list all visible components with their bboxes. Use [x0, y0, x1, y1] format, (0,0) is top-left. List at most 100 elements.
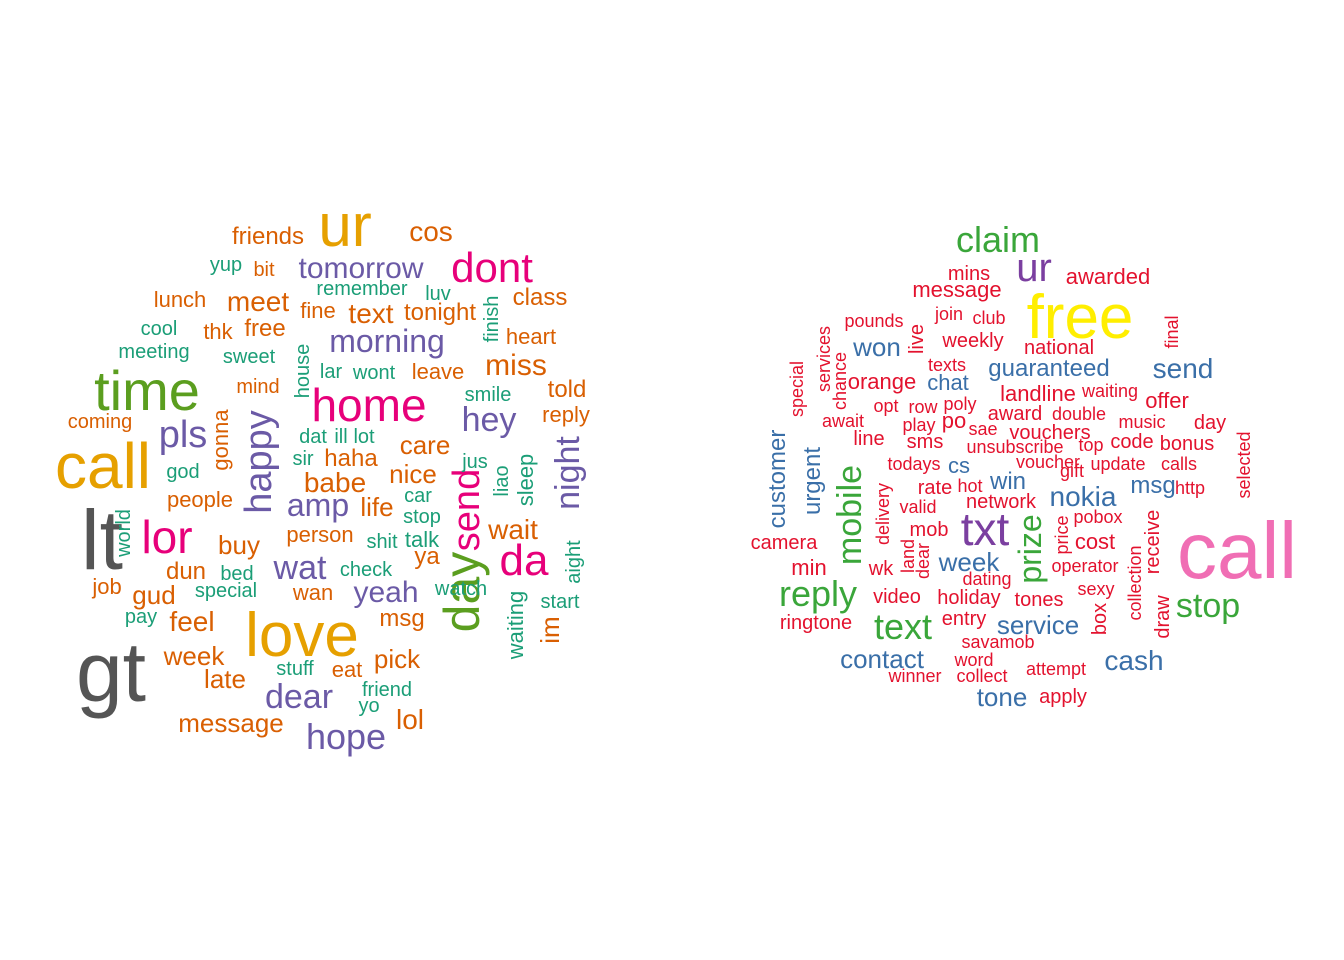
spam-word-top: top: [1078, 435, 1104, 455]
ham-word-finish: finish: [481, 295, 503, 343]
spam-word-row: row: [908, 397, 938, 417]
ham-word-heart: heart: [505, 324, 557, 349]
ham-word-people: people: [166, 487, 234, 512]
ham-word-gud: gud: [132, 580, 176, 610]
ham-word-talk: talk: [404, 527, 440, 552]
spam-word-message: message: [912, 277, 1002, 302]
spam-word-pobox: pobox: [1073, 507, 1123, 527]
spam-word-operator: operator: [1051, 556, 1119, 576]
ham-word-liao: liao: [491, 465, 513, 497]
spam-word-chance: chance: [830, 351, 850, 411]
spam-word-entry: entry: [941, 608, 987, 630]
ham-word-morning: morning: [329, 323, 445, 359]
ham-word-message: message: [178, 708, 284, 738]
ham-word-watch: watch: [434, 578, 488, 600]
spam-word-claim: claim: [955, 219, 1041, 260]
spam-word-price: price: [1052, 515, 1072, 555]
spam-word-pounds: pounds: [844, 311, 904, 331]
ham-word-house: house: [292, 343, 314, 399]
ham-word-tonight: tonight: [403, 299, 477, 326]
ham-word-pick: pick: [373, 644, 421, 674]
ham-word-smile: smile: [464, 384, 512, 406]
ham-word-meet: meet: [226, 286, 290, 317]
spam-word-mob: mob: [909, 519, 949, 541]
ham-word-job: job: [92, 574, 122, 599]
spam-word-music: music: [1118, 412, 1166, 432]
spam-word-waiting: waiting: [1081, 381, 1139, 401]
ham-word-dear: dear: [264, 678, 334, 716]
spam-word-prize: prize: [1012, 514, 1048, 584]
spam-word-reply: reply: [778, 573, 858, 614]
ham-word-waiting: waiting: [503, 590, 528, 660]
spam-word-awarded: awarded: [1065, 264, 1151, 289]
spam-word-tone: tone: [976, 682, 1028, 712]
spam-word-offer: offer: [1145, 388, 1189, 413]
ham-word-yup: yup: [209, 254, 243, 276]
spam-word-poly: poly: [943, 394, 977, 414]
ham-word-amp: amp: [286, 487, 350, 523]
ham-word-cos: cos: [409, 216, 453, 247]
spam-word-won: won: [853, 332, 901, 362]
ham-word-cool: cool: [140, 318, 178, 340]
spam-word-camera: camera: [750, 532, 818, 554]
spam-word-final: final: [1162, 315, 1182, 349]
spam-word-attempt: attempt: [1025, 659, 1087, 679]
spam-word-valid: valid: [899, 497, 937, 517]
ham-word-send: send: [446, 468, 488, 552]
spam-word-special: special: [787, 360, 807, 418]
spam-word-http: http: [1174, 478, 1206, 498]
ham-word-jus: jus: [462, 451, 488, 473]
ham-word-stuff: stuff: [276, 658, 314, 680]
ham-word-cloud: lt gt call ur love time day home dont lor da send to…: [55, 196, 590, 755]
ham-word-gonna: gonna: [208, 409, 233, 471]
spam-word-network: network: [965, 491, 1037, 513]
spam-word-dating: dating: [962, 569, 1012, 589]
ham-word-tomorrow: tomorrow: [298, 252, 424, 285]
ham-word-nice: nice: [389, 459, 437, 489]
spam-word-update: update: [1090, 454, 1146, 474]
ham-word-meeting: meeting: [118, 341, 190, 363]
ham-word-ya: ya: [414, 543, 440, 570]
ham-word-bit: bit: [253, 259, 275, 281]
ham-word-wat: wat: [273, 549, 327, 587]
ham-word-home: home: [311, 379, 427, 431]
ham-word-im: im: [535, 616, 565, 644]
spam-word-guaranteed: guaranteed: [988, 355, 1110, 382]
ham-word-miss: miss: [485, 349, 547, 382]
ham-word-lot: lot: [353, 426, 375, 448]
ham-word-lt: lt: [81, 493, 123, 587]
spam-word-landline: landline: [1000, 381, 1076, 406]
ham-word-pls: pls: [158, 414, 208, 456]
ham-word-dont: dont: [451, 244, 533, 291]
ham-word-lor: lor: [141, 511, 193, 563]
spam-word-text: text: [873, 606, 933, 647]
spam-word-call: call: [1176, 506, 1298, 595]
ham-word-text: text: [348, 298, 394, 329]
spam-word-code: code: [1110, 431, 1154, 453]
spam-word-cs: cs: [948, 453, 970, 478]
ham-word-shit: shit: [366, 531, 398, 553]
spam-word-collect: collect: [956, 666, 1008, 686]
ham-word-late: late: [204, 664, 246, 694]
spam-word-ringtone: ringtone: [779, 612, 853, 634]
spam-word-gift: gift: [1059, 461, 1085, 481]
ham-word-hey: hey: [461, 401, 517, 439]
ham-word-wan: wan: [292, 580, 334, 605]
spam-word-customer: customer: [764, 429, 791, 529]
spam-word-video: video: [873, 586, 921, 608]
spam-word-cost: cost: [1074, 529, 1116, 554]
spam-word-club: club: [972, 308, 1006, 328]
ham-word-haha: haha: [324, 445, 378, 472]
ham-word-msg: msg: [379, 605, 425, 632]
spam-word-texts: texts: [927, 355, 967, 375]
spam-word-wk: wk: [868, 558, 894, 580]
spam-word-week: week: [938, 547, 1000, 577]
spam-word-apply: apply: [1039, 686, 1087, 708]
ham-word-god: god: [166, 461, 200, 483]
spam-word-msg: msg: [1130, 472, 1176, 499]
ham-word-coming: coming: [67, 411, 133, 433]
spam-word-nokia: nokia: [1049, 481, 1117, 512]
spam-word-play: play: [902, 415, 936, 435]
spam-word-vouchers: vouchers: [1009, 422, 1091, 444]
spam-word-sae: sae: [968, 419, 998, 439]
